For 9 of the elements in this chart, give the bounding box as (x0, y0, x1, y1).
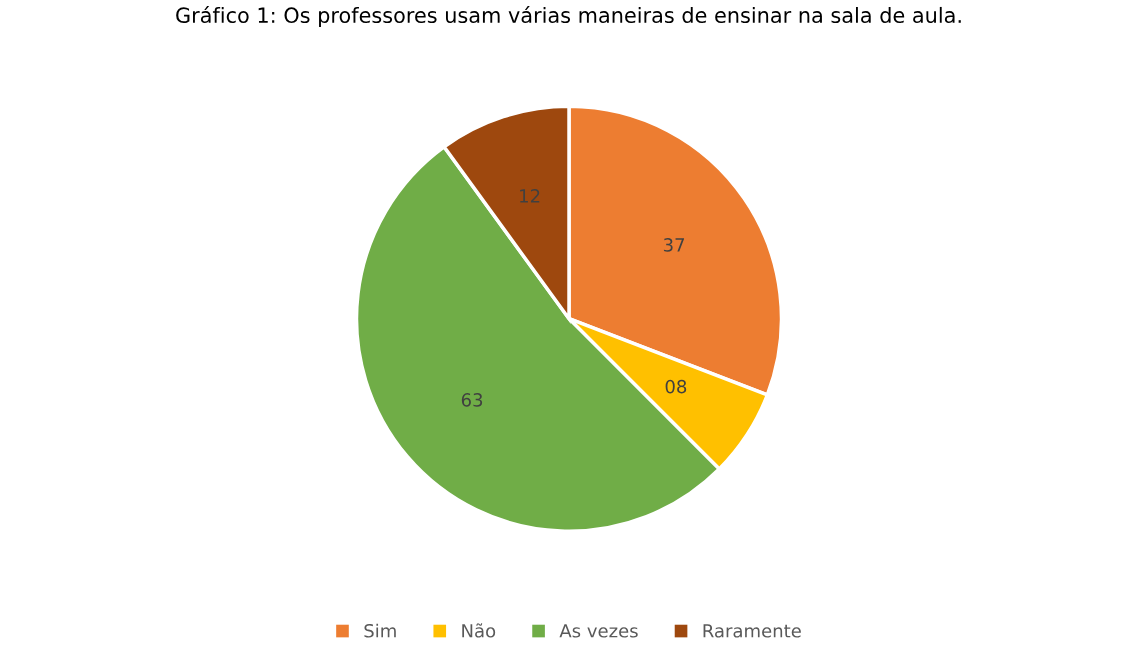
data-label: 12 (520, 189, 540, 203)
chart-title: Gráfico 1: Os professores usam várias maneiras de ensinar na sala de aula. (176, 6, 961, 28)
legend-label: Sim (364, 623, 396, 638)
legend-label: Não (462, 623, 496, 638)
legend-label: Raramente (703, 624, 801, 638)
data-label: 37 (663, 238, 685, 252)
data-label: 08 (665, 379, 687, 394)
legend-label: As vezes (559, 624, 638, 638)
data-label: 63 (461, 393, 483, 407)
